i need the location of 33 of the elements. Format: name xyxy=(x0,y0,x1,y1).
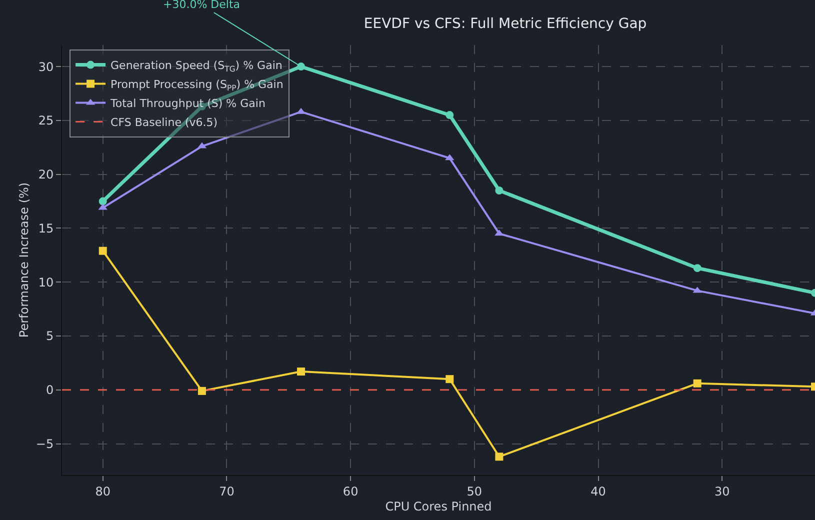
x-axis-title: CPU Cores Pinned xyxy=(385,499,492,514)
y-tick-label: 15 xyxy=(38,221,54,236)
x-tick-label: 50 xyxy=(466,484,482,498)
legend-label: CFS Baseline (v6.5) xyxy=(110,116,218,130)
x-tick-label: 80 xyxy=(95,484,111,498)
point xyxy=(198,386,206,395)
chart-title: EEVDF vs CFS: Full Metric Efficiency Gap xyxy=(364,16,647,32)
legend-label: Prompt Processing (S$_{PP}$) % Gain xyxy=(110,78,284,92)
legend-label: Total Throughput (S) % Gain xyxy=(110,97,266,110)
y-axis-title: Performance Increase (%) xyxy=(17,182,32,338)
y-tick-label: 25 xyxy=(38,114,54,128)
point xyxy=(495,452,504,461)
x-tick-label: 30 xyxy=(714,484,730,498)
x-tick-label: 60 xyxy=(342,484,358,498)
y-tick-label: 0 xyxy=(46,383,54,398)
legend-label: Generation Speed (S$_{TG}$) % Gain xyxy=(110,59,282,74)
point xyxy=(446,375,454,384)
x-tick-label: 70 xyxy=(219,484,234,498)
y-tick-label: 20 xyxy=(38,168,54,182)
y-tick-label: 5 xyxy=(46,329,54,344)
annotation: +30.0% Delta xyxy=(163,0,240,11)
point xyxy=(297,62,306,71)
y-tick-label: 30 xyxy=(38,60,54,74)
point xyxy=(297,368,306,376)
point xyxy=(98,197,107,206)
point xyxy=(693,379,702,388)
y-tick-label: 10 xyxy=(38,275,54,290)
point xyxy=(446,111,454,120)
y-tick-label: −5 xyxy=(36,436,54,451)
point xyxy=(693,264,702,272)
point xyxy=(495,186,504,194)
point xyxy=(98,246,107,255)
x-tick-label: 40 xyxy=(590,484,606,498)
